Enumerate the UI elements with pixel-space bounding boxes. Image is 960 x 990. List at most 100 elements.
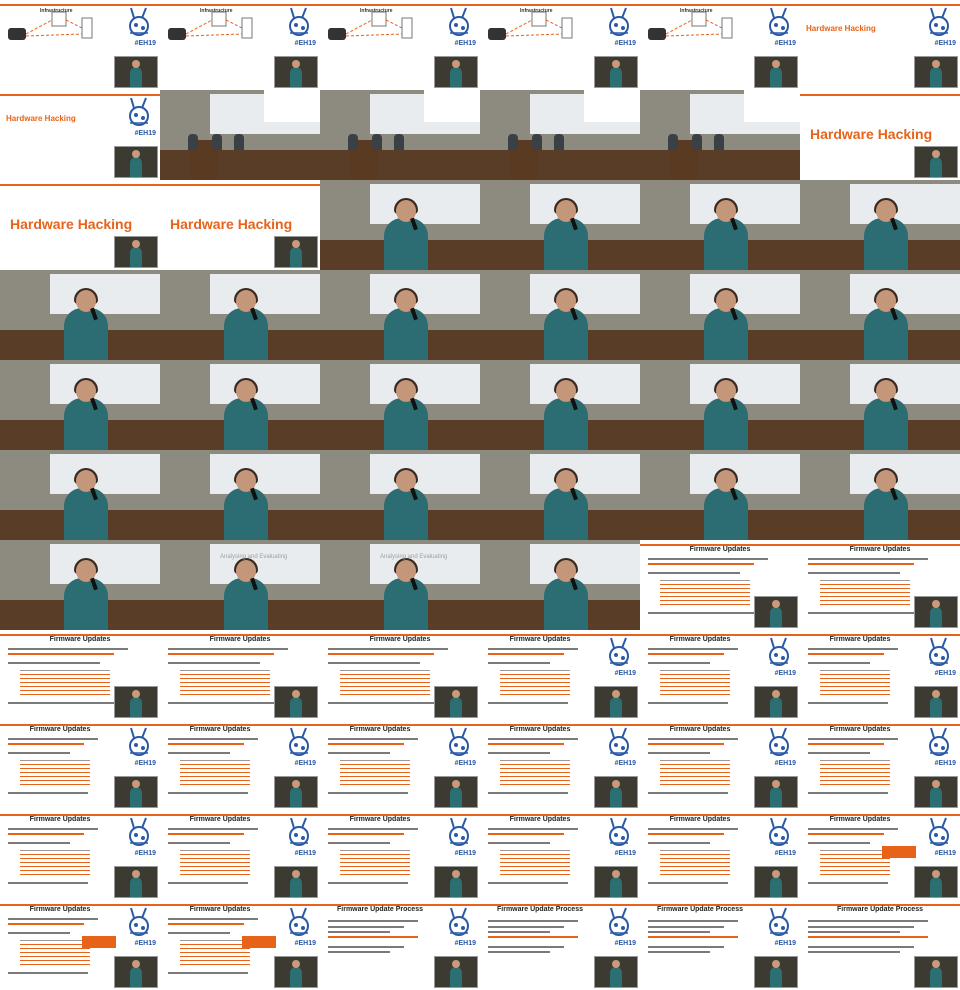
table-row: [20, 874, 90, 875]
frame-6: Hardware Hacking #EH19: [800, 0, 960, 90]
rabbit-logo-icon: #EH19: [442, 816, 476, 857]
slide-title: Firmware Update Process: [337, 906, 423, 913]
frame-45: Firmware Updates: [320, 630, 480, 720]
table-row: [20, 764, 90, 765]
text-line: [8, 648, 128, 650]
stage-scene: [0, 270, 160, 360]
projection-screen: [530, 544, 640, 584]
table-row: [660, 584, 750, 585]
frame-2: Infrastructure #EH19: [160, 0, 320, 90]
slide-top-rule: [0, 94, 160, 96]
slide-title: Hardware Hacking: [10, 216, 133, 232]
text-line: [8, 833, 84, 835]
slide-top-rule: [160, 814, 320, 816]
text-line: [808, 662, 870, 664]
table-row: [180, 862, 250, 863]
table-row: [660, 690, 730, 691]
text-line: [648, 946, 724, 948]
table-row: [500, 776, 570, 777]
table-row: [660, 600, 750, 601]
rabbit-logo-icon: #EH19: [442, 726, 476, 767]
text-line: [648, 563, 754, 565]
slide-title: Firmware Updates: [349, 726, 411, 733]
slide-top-rule: [0, 4, 160, 6]
diagram-title: Infrastructure: [680, 8, 713, 14]
speaker-body: [224, 308, 268, 360]
text-line: [648, 920, 738, 922]
rabbit-logo-icon: #EH19: [442, 906, 476, 947]
slide: Firmware Updates #EH19: [160, 720, 320, 810]
table-row: [660, 592, 750, 593]
stage-scene: [480, 180, 640, 270]
text-line: [328, 920, 418, 922]
slide-inset: [584, 90, 640, 122]
speaker-inset-body: [290, 877, 302, 897]
speaker-inset: [434, 866, 478, 898]
table-row: [340, 780, 410, 781]
slide-title: Firmware Updates: [189, 726, 251, 733]
hashtag-label: #EH19: [134, 130, 156, 137]
frame-42: Firmware Updates: [800, 540, 960, 630]
table-row: [20, 674, 110, 675]
speaker-inset: [594, 776, 638, 808]
table-row: [180, 964, 250, 965]
diagram-title: Infrastructure: [360, 8, 393, 14]
screen-banner-text: Analysing and Evaluating: [220, 554, 288, 560]
speaker-inset-head: [772, 870, 780, 878]
stage-scene: [800, 360, 960, 450]
table-row: [340, 760, 410, 761]
table-row: [180, 948, 250, 949]
slide-title: Hardware Hacking: [810, 126, 933, 142]
text-line: [488, 951, 550, 953]
slide: Infrastructure #EH19: [0, 0, 160, 90]
table-row: [660, 588, 750, 589]
text-line: [8, 972, 88, 974]
speaker-inset: [594, 686, 638, 718]
table-row: [340, 670, 430, 671]
text-line: [328, 926, 404, 928]
frame-4: Infrastructure #EH19: [480, 0, 640, 90]
slide-title: Firmware Updates: [669, 816, 731, 823]
text-line: [648, 936, 738, 938]
diagram-title: Infrastructure: [520, 8, 553, 14]
speaker-inset: [594, 56, 638, 88]
text-line: [488, 648, 578, 650]
speaker-inset: [754, 56, 798, 88]
hashtag-label: #EH19: [454, 940, 476, 947]
rabbit-logo-icon: #EH19: [922, 6, 956, 47]
frame-61: Firmware Updates #EH19: [0, 900, 160, 990]
table-row: [820, 674, 890, 675]
speaker-body: [704, 218, 748, 270]
speaker-inset-head: [772, 780, 780, 788]
table-row: [180, 686, 270, 687]
slide-inset: [424, 90, 480, 122]
speaker-inset: [434, 686, 478, 718]
frame-37: [0, 540, 160, 630]
table-row: [340, 772, 410, 773]
callout-box: [242, 936, 276, 948]
speaker-inset-head: [132, 60, 140, 68]
slide: Firmware Updates #EH19: [480, 720, 640, 810]
table-row: [820, 596, 910, 597]
frame-63: Firmware Update Process #EH19: [320, 900, 480, 990]
stage-scene: [640, 360, 800, 450]
stage-scene: [0, 360, 160, 450]
speaker-inset: [114, 866, 158, 898]
slide-title: Firmware Updates: [209, 636, 271, 643]
text-line: [808, 833, 884, 835]
table-row: [660, 858, 730, 859]
speaker-inset-body: [290, 247, 302, 267]
frame-15: [320, 180, 480, 270]
table-row: [820, 690, 890, 691]
text-line: [648, 702, 728, 704]
frame-43: Firmware Updates: [0, 630, 160, 720]
speaker-inset-head: [932, 600, 940, 608]
slide-top-rule: [160, 4, 320, 6]
hashtag-label: #EH19: [134, 760, 156, 767]
slide-top-rule: [800, 94, 960, 96]
stage-scene: [640, 450, 800, 540]
frame-27: [320, 360, 480, 450]
table-row: [20, 670, 110, 671]
table-row: [820, 850, 890, 851]
frame-54: Firmware Updates #EH19: [800, 720, 960, 810]
